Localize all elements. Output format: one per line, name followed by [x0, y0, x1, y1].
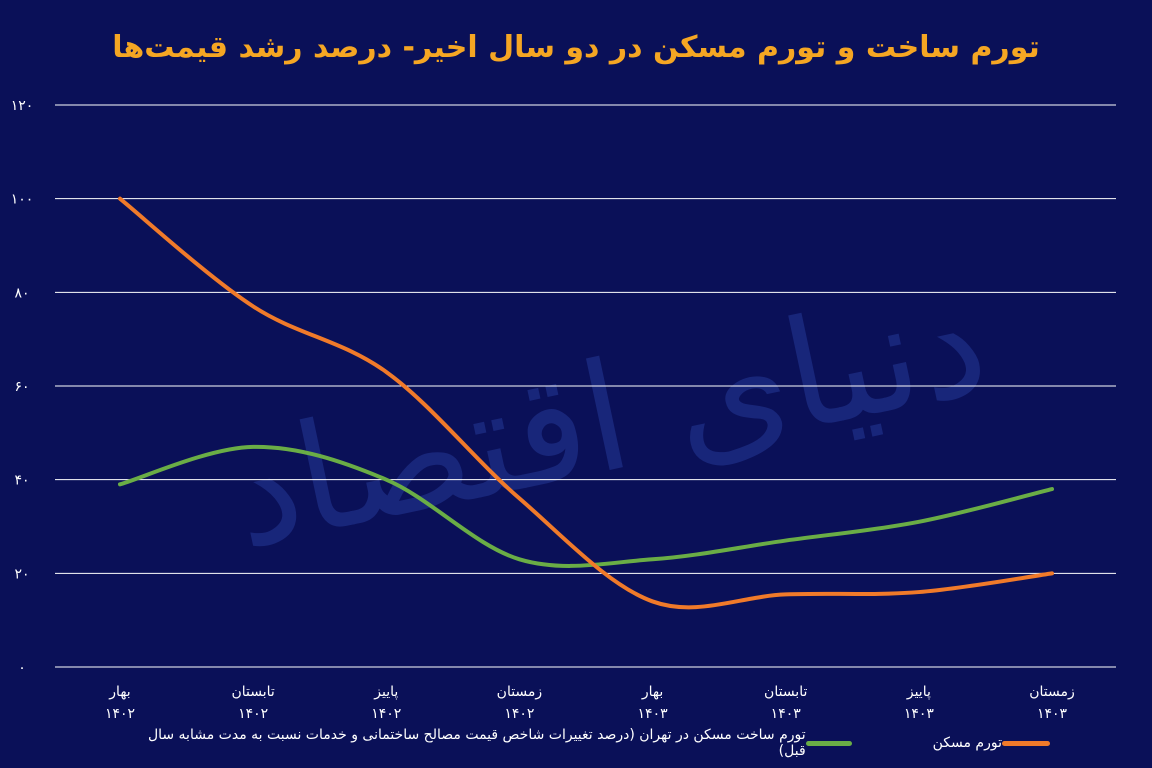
- legend-swatch-construction: [805, 740, 852, 746]
- x-tick-label: زمستان: [497, 684, 543, 700]
- series-lines: [118, 196, 1054, 610]
- y-tick-label: ۱۲۰: [11, 98, 34, 114]
- chart-title: تورم ساخت و تورم مسکن در دو سال اخیر- در…: [112, 30, 1040, 65]
- y-tick-label: ۶۰: [14, 379, 29, 395]
- y-axis-ticks: ۰ ۲۰ ۴۰ ۶۰ ۸۰ ۱۰۰ ۱۲۰: [11, 98, 34, 676]
- y-tick-label: ۰: [18, 660, 26, 676]
- legend-item-housing: تورم مسکن: [918, 732, 1058, 754]
- y-tick-label: ۲۰: [14, 566, 29, 582]
- legend-label-housing: تورم مسکن: [932, 735, 1002, 751]
- x-tick-label: بهار: [641, 684, 663, 700]
- series-line-construction: [118, 444, 1054, 568]
- x-tick-label: ۱۴۰۳: [1037, 706, 1068, 722]
- x-tick-label: ۱۴۰۳: [771, 706, 802, 722]
- x-tick-label: پاییز: [906, 684, 931, 700]
- x-tick-label: ۱۴۰۳: [904, 706, 935, 722]
- x-tick-label: ۱۴۰۳: [638, 706, 669, 722]
- x-tick-label: بهار: [108, 684, 130, 700]
- x-tick-label: ۱۴۰۲: [105, 706, 135, 722]
- legend-swatch-housing: [1002, 740, 1050, 746]
- x-tick-label: تابستان: [231, 684, 274, 700]
- x-axis-ticks: بهار ۱۴۰۲ تابستان ۱۴۰۲ پاییز ۱۴۰۲ زمستان ۱۴۰۲ به…: [105, 684, 1075, 722]
- grid-lines: [55, 104, 1116, 668]
- x-tick-label: پاییز: [373, 684, 398, 700]
- y-tick-label: ۸۰: [14, 285, 29, 301]
- series-line-housing: [118, 196, 1054, 610]
- legend-item-construction: تورم ساخت مسکن در تهران (درصد تغییرات شا…: [140, 727, 860, 759]
- x-tick-label: ۱۴۰۲: [504, 706, 534, 722]
- legend-label-construction: تورم ساخت مسکن در تهران (درصد تغییرات شا…: [147, 727, 806, 759]
- x-tick-label: تابستان: [764, 684, 807, 700]
- x-tick-label: زمستان: [1029, 684, 1075, 700]
- y-tick-label: ۴۰: [14, 473, 29, 489]
- x-tick-label: ۱۴۰۲: [371, 706, 401, 722]
- y-tick-label: ۱۰۰: [11, 192, 34, 208]
- x-tick-label: ۱۴۰۲: [238, 706, 268, 722]
- watermark: دنیای اقتصاد: [215, 253, 1000, 582]
